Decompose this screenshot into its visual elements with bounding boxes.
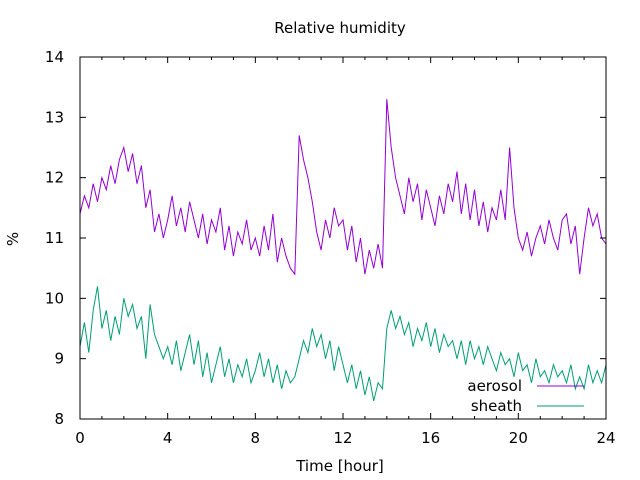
legend-label-aerosol: aerosol: [467, 377, 522, 395]
x-tick-label: 0: [75, 429, 85, 447]
plot-frame: [79, 56, 607, 420]
y-tick-label: 14: [45, 48, 64, 66]
plot-lines: [79, 99, 607, 402]
x-tick-label: 8: [251, 429, 261, 447]
tick-labels: 0 4 8 12 16 20 24 8 9 10 11 12 13 14: [45, 48, 616, 447]
legend-label-sheath: sheath: [471, 397, 522, 415]
y-tick-label: 8: [54, 410, 64, 428]
chart-title: Relative humidity: [274, 19, 406, 37]
y-tick-label: 13: [45, 108, 64, 126]
y-tick-label: 10: [45, 289, 64, 307]
y-axis-label: %: [4, 232, 22, 246]
y-tick-label: 11: [45, 229, 64, 247]
series-line-aerosol: [79, 99, 607, 276]
x-tick-label: 24: [596, 429, 615, 447]
x-tick-label: 12: [333, 429, 352, 447]
y-tick-label: 9: [54, 350, 64, 368]
x-tick-label: 16: [421, 429, 440, 447]
legend: aerosol sheath: [467, 377, 584, 415]
series-line-sheath: [79, 286, 607, 402]
x-axis-label: Time [hour]: [295, 457, 384, 475]
x-tick-label: 20: [509, 429, 528, 447]
x-tick-label: 4: [163, 429, 173, 447]
y-tick-label: 12: [45, 169, 64, 187]
